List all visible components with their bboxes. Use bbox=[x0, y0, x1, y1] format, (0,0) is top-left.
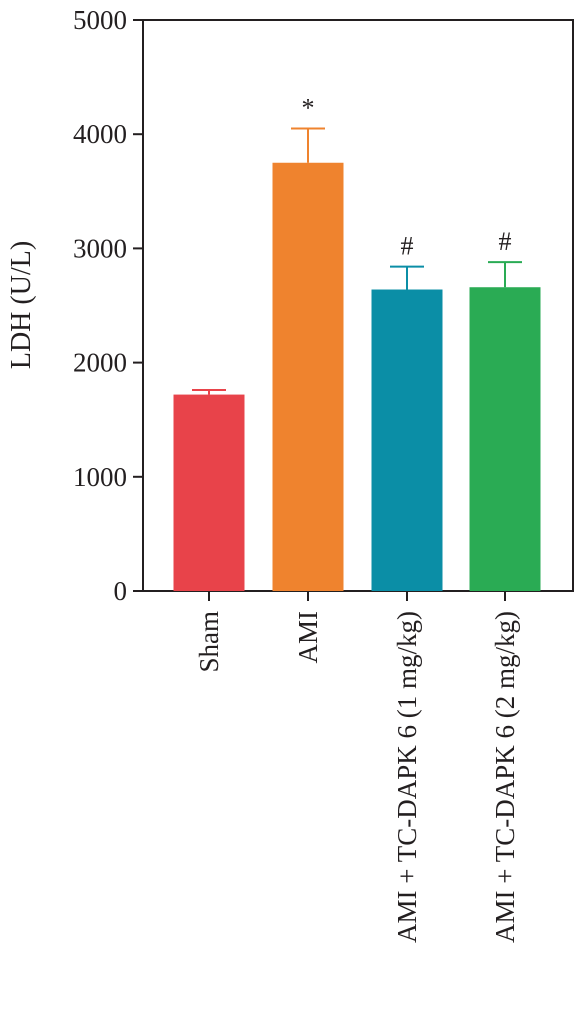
bar bbox=[469, 287, 541, 591]
bar bbox=[272, 162, 344, 591]
y-tick-label: 1000 bbox=[73, 462, 127, 492]
significance-mark: # bbox=[401, 232, 414, 261]
y-tick-label: 4000 bbox=[73, 119, 127, 149]
bar bbox=[371, 289, 443, 591]
x-category-label: AMI + TC-DAPK 6 (2 mg/kg) bbox=[490, 611, 520, 943]
y-tick-label: 5000 bbox=[73, 5, 127, 35]
y-tick-label: 2000 bbox=[73, 348, 127, 378]
significance-mark: # bbox=[499, 227, 512, 256]
bar bbox=[173, 394, 245, 591]
y-tick-label: 0 bbox=[114, 576, 128, 606]
y-axis-title: LDH (U/L) bbox=[6, 241, 37, 369]
error-bars bbox=[192, 127, 522, 395]
y-tick-label: 3000 bbox=[73, 233, 127, 263]
bars bbox=[173, 162, 541, 591]
x-category-labels: Sham AMI AMI + TC-DAPK 6 (1 mg/kg) AMI + TC… bbox=[194, 591, 520, 943]
significance-marks: * # # bbox=[302, 93, 512, 260]
y-ticks: 0 1000 2000 3000 4000 5000 bbox=[73, 5, 143, 606]
x-category-label: AMI + TC-DAPK 6 (1 mg/kg) bbox=[392, 611, 422, 943]
x-category-label: AMI bbox=[293, 611, 323, 664]
significance-mark: * bbox=[302, 93, 315, 122]
x-category-label: Sham bbox=[194, 611, 224, 673]
